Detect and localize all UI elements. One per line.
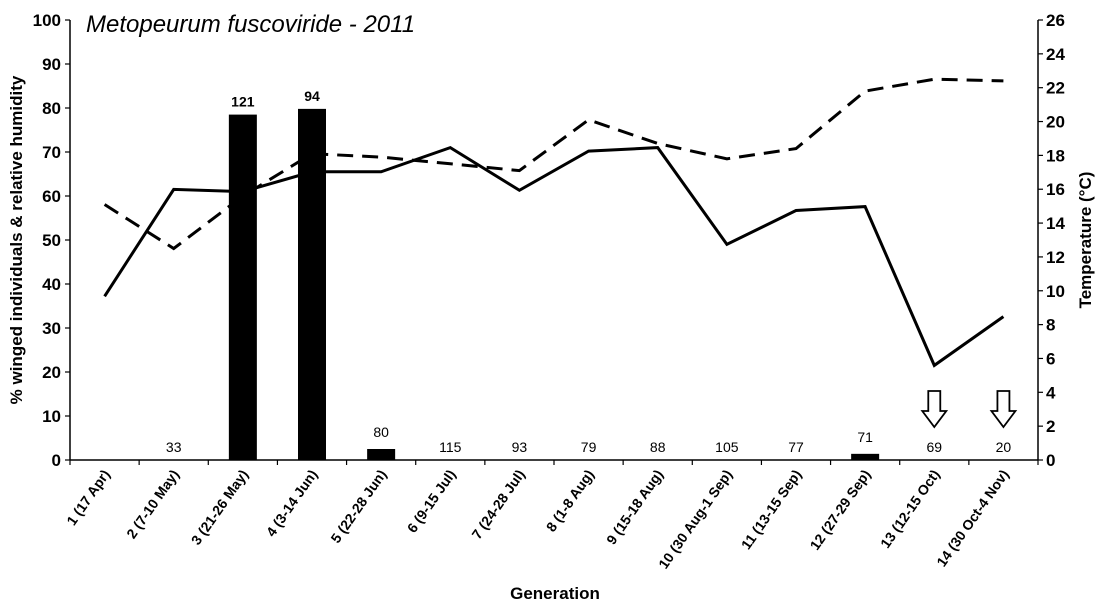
plot-area: 0102030405060708090100024681012141618202… [33, 11, 1066, 572]
x-tick-label: 9 (15-18 Aug) [603, 467, 666, 548]
y2-tick-label: 22 [1046, 79, 1065, 98]
sample-size-label: 88 [650, 439, 666, 455]
y2-tick-label: 8 [1046, 316, 1055, 335]
sample-size-label: 71 [857, 429, 873, 445]
x-tick-label: 7 (24-28 Jul) [468, 467, 528, 542]
temperature-line [103, 77, 1004, 251]
chart-title: Metopeurum fuscoviride - 2011 [86, 11, 415, 38]
y2-tick-label: 24 [1046, 45, 1065, 64]
y-tick-label: 100 [33, 11, 61, 30]
y2-tick-label: 2 [1046, 417, 1055, 436]
y2-tick-label: 4 [1046, 383, 1056, 402]
bar [298, 108, 326, 460]
sample-size-label: 80 [373, 424, 389, 440]
y2-tick-label: 0 [1046, 451, 1055, 470]
x-axis-title: Generation [510, 584, 600, 603]
x-tick-label: 11 (13-15 Sep) [738, 467, 805, 553]
y2-tick-label: 10 [1046, 282, 1065, 301]
y-tick-label: 20 [42, 363, 61, 382]
y-tick-label: 10 [42, 407, 61, 426]
y-axis-title: % winged individuals & relative humidity [7, 75, 26, 404]
y-tick-label: 90 [42, 55, 61, 74]
y2-tick-label: 20 [1046, 113, 1065, 132]
x-tick-label: 5 (22-28 Jun) [327, 467, 389, 546]
x-tick-label: 12 (27-29 Sep) [806, 467, 873, 553]
y2-tick-label: 18 [1046, 146, 1065, 165]
down-arrow-icon [920, 390, 949, 429]
y2-tick-label: 6 [1046, 349, 1055, 368]
y-tick-label: 30 [42, 319, 61, 338]
sample-size-label: 121 [231, 94, 255, 110]
sample-size-label: 94 [304, 88, 320, 104]
x-tick-label: 2 (7-10 May) [123, 467, 182, 542]
y2-tick-label: 16 [1046, 180, 1065, 199]
y-tick-label: 60 [42, 187, 61, 206]
down-arrow-icon [989, 390, 1018, 429]
x-tick-label: 14 (30 Oct-4 Nov) [933, 467, 1012, 570]
bar [851, 453, 880, 460]
y-tick-label: 70 [42, 143, 61, 162]
x-tick-label: 3 (21-26 May) [188, 467, 252, 548]
x-tick-label: 8 (1-8 Aug) [543, 467, 597, 535]
sample-size-label: 20 [996, 439, 1012, 455]
bar [228, 114, 257, 460]
x-tick-label: 4 (3-14 Jun) [263, 467, 321, 540]
x-tick-label: 6 (9-15 Jul) [404, 467, 459, 536]
y2-tick-label: 12 [1046, 248, 1065, 267]
bar [367, 449, 396, 460]
sample-size-label: 33 [166, 439, 182, 455]
sample-size-label: 93 [512, 439, 528, 455]
y-tick-label: 80 [42, 99, 61, 118]
x-tick-label: 13 (12-15 Oct) [877, 467, 943, 551]
y-tick-label: 0 [52, 451, 61, 470]
y-tick-label: 50 [42, 231, 61, 250]
x-tick-label: 10 (30 Aug-1 Sep) [655, 467, 735, 572]
y2-tick-label: 26 [1046, 11, 1065, 30]
sample-size-label: 69 [926, 439, 942, 455]
x-tick-label: 1 (17 Apr) [63, 467, 113, 529]
sample-size-label: 79 [581, 439, 597, 455]
sample-size-label: 77 [788, 439, 804, 455]
y2-tick-label: 14 [1046, 214, 1065, 233]
y2-axis-title: Temperature (°C) [1076, 172, 1095, 309]
y-tick-label: 40 [42, 275, 61, 294]
sample-size-label: 105 [715, 439, 739, 455]
sample-size-label: 115 [439, 439, 462, 455]
